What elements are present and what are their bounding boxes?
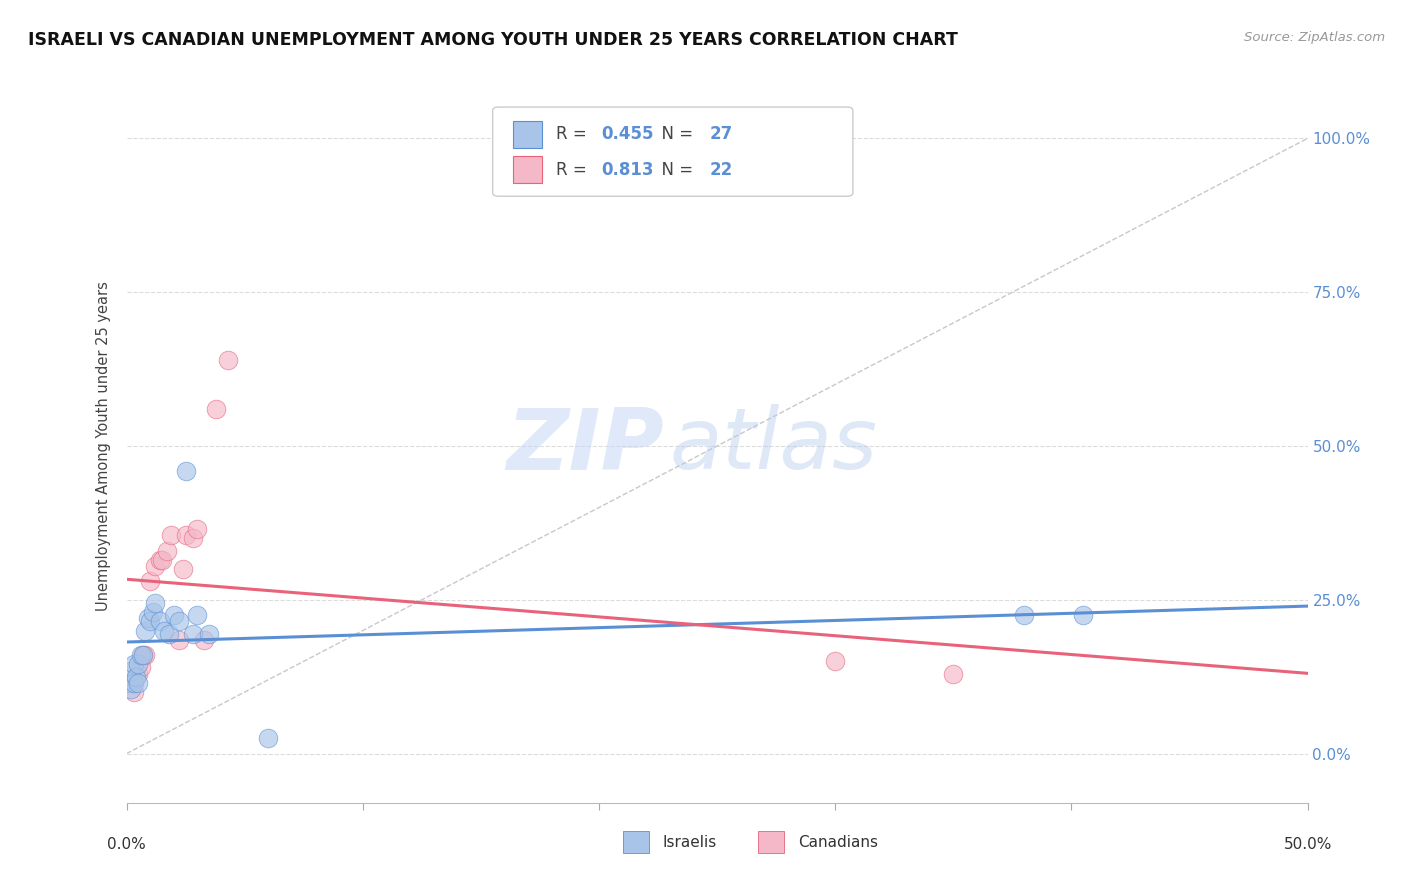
Text: 0.455: 0.455 [602,125,654,143]
Point [193,632,215,647]
Point [257,731,280,746]
Bar [623,831,648,853]
Text: ISRAELI VS CANADIAN UNEMPLOYMENT AMONG YOUTH UNDER 25 YEARS CORRELATION CHART: ISRAELI VS CANADIAN UNEMPLOYMENT AMONG Y… [28,31,957,49]
Point [129,660,152,674]
Point [186,608,208,623]
Point [149,553,172,567]
Point [149,615,172,629]
Point [127,676,149,690]
Text: R =: R = [557,125,592,143]
Point [127,657,149,672]
Point [181,531,204,545]
Point [127,666,149,681]
FancyBboxPatch shape [492,107,853,196]
Point [172,562,194,576]
Point [125,670,148,684]
Text: Source: ZipAtlas.com: Source: ZipAtlas.com [1244,31,1385,45]
Point [157,626,180,640]
Point [167,615,190,629]
Point [139,574,162,589]
Text: Canadians: Canadians [799,835,879,849]
Text: 27: 27 [710,125,733,143]
Point [824,654,846,668]
Bar [513,156,543,184]
Point [186,522,208,536]
Point [167,632,190,647]
Text: N =: N = [651,125,699,143]
Point [1012,608,1035,623]
Point [198,626,221,640]
Y-axis label: Unemployment Among Youth under 25 years: Unemployment Among Youth under 25 years [96,281,111,611]
Point [217,352,239,367]
Point [153,624,176,638]
Point [136,611,159,625]
Point [120,681,142,696]
Point [122,685,145,699]
Text: 0.813: 0.813 [602,161,654,178]
Text: 0.0%: 0.0% [107,837,146,852]
Point [156,543,179,558]
Point [174,464,197,478]
Point [134,624,156,638]
Point [132,648,155,662]
Point [181,626,204,640]
Point [163,608,186,623]
Text: atlas: atlas [669,404,877,488]
Text: N =: N = [651,161,699,178]
Text: 22: 22 [710,161,733,178]
Point [132,648,155,662]
Point [942,666,965,681]
Text: Israelis: Israelis [662,835,717,849]
Point [118,676,141,690]
Text: R =: R = [557,161,592,178]
Point [205,402,228,417]
Point [122,676,145,690]
Bar [513,120,543,148]
Text: 50.0%: 50.0% [1284,837,1331,852]
Point [160,528,183,542]
Point [120,676,142,690]
Point [129,648,152,662]
Point [139,615,162,629]
Point [174,528,197,542]
Point [143,558,166,573]
Bar [758,831,785,853]
Point [143,596,166,610]
Point [122,657,145,672]
Point [134,648,156,662]
Point [150,553,173,567]
Point [120,664,142,678]
Text: ZIP: ZIP [506,404,664,488]
Point [141,605,163,619]
Point [1071,608,1094,623]
